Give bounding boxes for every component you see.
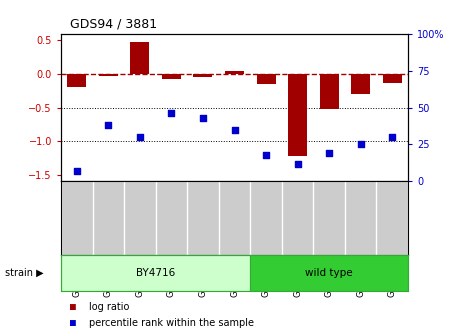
Bar — [162, 74, 181, 79]
Bar — [225, 71, 244, 74]
Text: GDS94 / 3881: GDS94 / 3881 — [70, 17, 158, 30]
Point — [231, 127, 238, 132]
Point — [167, 111, 175, 116]
Point — [262, 152, 270, 158]
Bar — [383, 74, 402, 83]
Text: log ratio: log ratio — [89, 302, 129, 312]
Point — [388, 134, 396, 140]
Bar — [257, 74, 275, 84]
Text: strain ▶: strain ▶ — [5, 268, 43, 278]
Point — [105, 123, 112, 128]
Bar — [320, 74, 339, 109]
Point — [294, 161, 302, 166]
Point — [357, 142, 364, 147]
Point — [136, 134, 144, 140]
Text: ■: ■ — [70, 318, 76, 328]
Text: percentile rank within the sample: percentile rank within the sample — [89, 318, 254, 328]
Bar — [250, 255, 408, 291]
Bar — [351, 74, 370, 94]
Point — [73, 168, 81, 174]
Bar — [61, 255, 250, 291]
Text: BY4716: BY4716 — [136, 268, 175, 278]
Point — [325, 151, 333, 156]
Bar — [194, 74, 212, 77]
Bar — [67, 74, 86, 87]
Text: wild type: wild type — [305, 268, 353, 278]
Bar — [130, 42, 149, 74]
Text: ■: ■ — [70, 302, 76, 312]
Bar — [288, 74, 307, 156]
Bar — [99, 74, 118, 76]
Point — [199, 115, 207, 121]
